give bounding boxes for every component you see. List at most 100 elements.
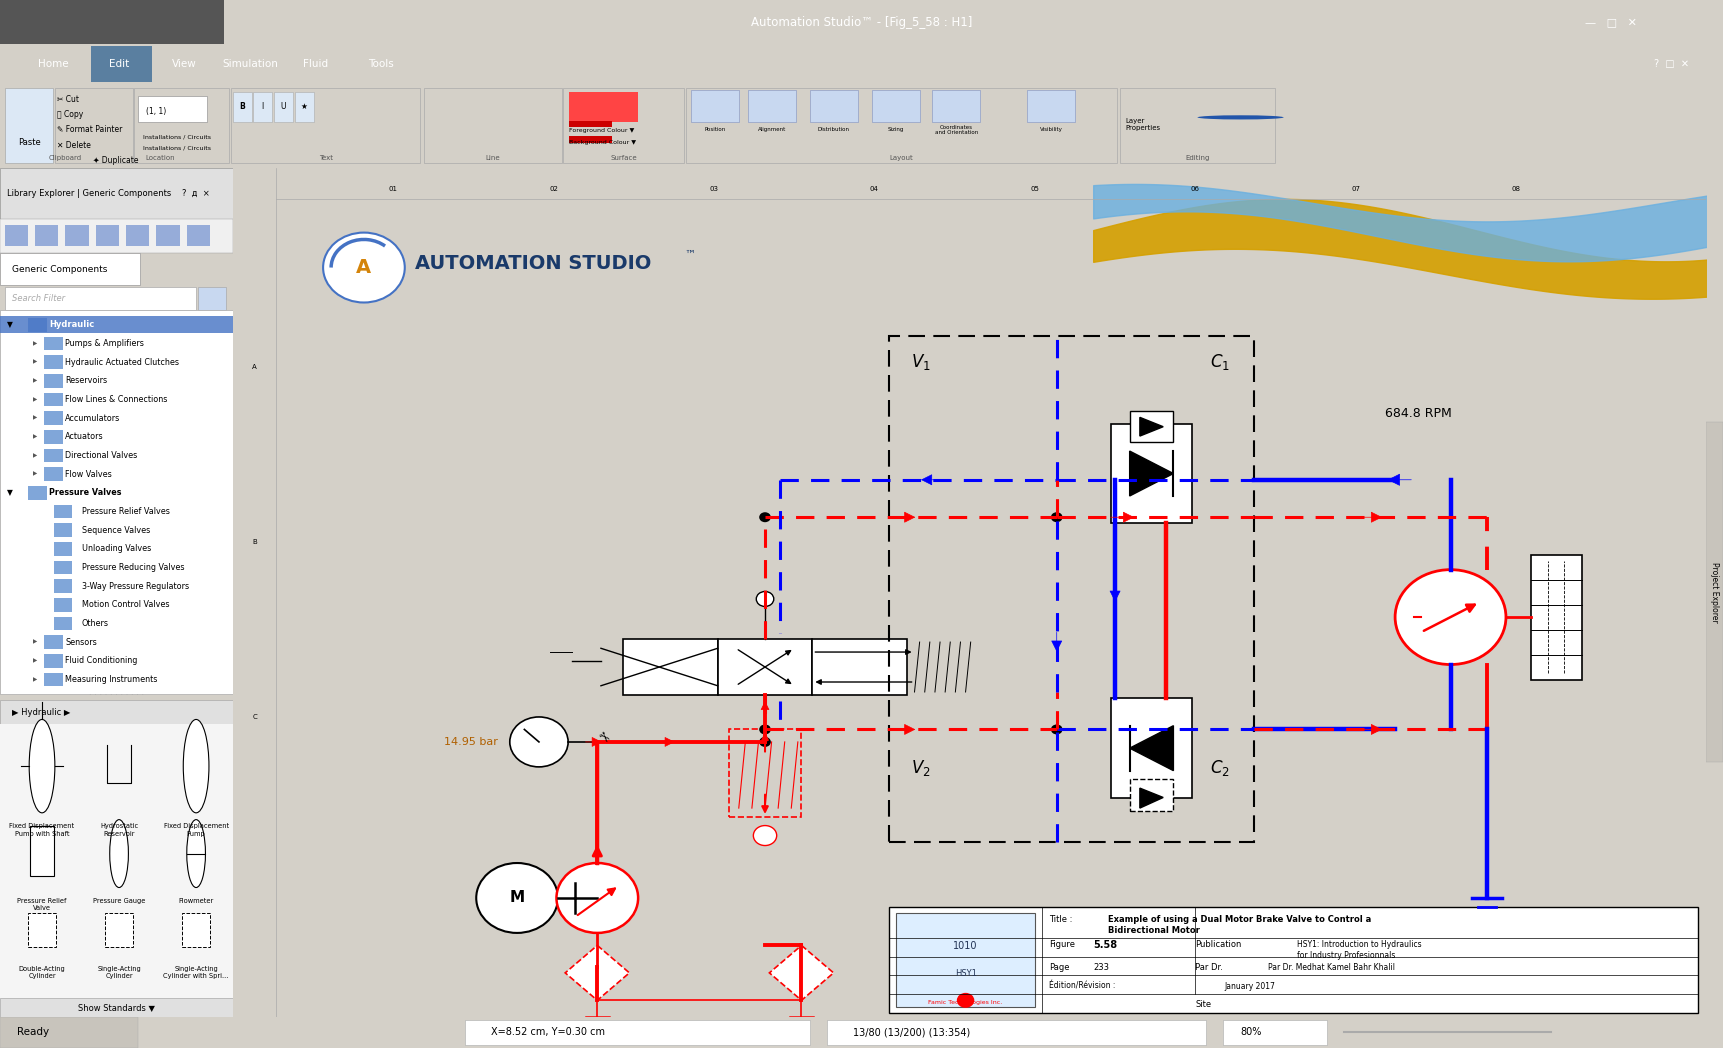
Bar	[896, 913, 1036, 1006]
Text: Alignment: Alignment	[758, 128, 786, 132]
Text: Example of using a Dual Motor Brake Valve to Control a
Bidirectional Motor: Example of using a Dual Motor Brake Valv…	[1108, 916, 1372, 935]
Text: Foreground Colour ▼: Foreground Colour ▼	[569, 129, 634, 133]
Text: HSY1: Introduction to Hydraulics
for Industry Profesionnals: HSY1: Introduction to Hydraulics for Ind…	[1297, 940, 1421, 960]
Text: Generic Components: Generic Components	[12, 265, 107, 274]
Bar	[0, 1017, 138, 1048]
Text: Par Dr. Medhat Kamel Bahr Khalil: Par Dr. Medhat Kamel Bahr Khalil	[1268, 963, 1396, 971]
Text: Clipboard: Clipboard	[48, 155, 81, 161]
Text: Line: Line	[486, 155, 500, 161]
Text: ▼: ▼	[7, 488, 16, 498]
Polygon shape	[1130, 725, 1173, 770]
Bar	[1530, 554, 1582, 679]
Text: 80%: 80%	[1241, 1027, 1261, 1038]
Bar	[424, 88, 562, 163]
Text: 07: 07	[1351, 185, 1359, 192]
Bar	[563, 88, 684, 163]
Bar	[34, 225, 59, 246]
Text: ▶: ▶	[33, 639, 36, 645]
Bar	[1111, 698, 1192, 799]
Text: (1, 1): (1, 1)	[146, 107, 167, 116]
Text: ™: ™	[684, 250, 696, 260]
Bar	[1130, 411, 1173, 442]
Bar	[1027, 90, 1075, 122]
Bar	[729, 729, 801, 816]
Bar	[105, 913, 133, 947]
Text: Layer
Properties: Layer Properties	[1125, 118, 1160, 131]
Bar	[91, 46, 152, 82]
Bar	[233, 92, 252, 122]
Text: Automation Studio™ - [Fig_5_58 : H1]: Automation Studio™ - [Fig_5_58 : H1]	[751, 16, 972, 28]
Bar	[126, 225, 150, 246]
Bar	[45, 673, 64, 686]
Text: Fixed Displacement
Pump: Fixed Displacement Pump	[164, 823, 229, 836]
Text: Unloading Valves: Unloading Valves	[81, 544, 152, 553]
Circle shape	[324, 233, 405, 303]
Circle shape	[183, 719, 208, 813]
Text: Hydraulic Actuated Clutches: Hydraulic Actuated Clutches	[65, 357, 179, 367]
Text: Fluid Conditioning: Fluid Conditioning	[65, 656, 138, 665]
Text: Show Standards ▼: Show Standards ▼	[78, 1003, 155, 1011]
Polygon shape	[1141, 788, 1163, 808]
Text: Fixed Displacement
Pump with Shaft: Fixed Displacement Pump with Shaft	[9, 823, 74, 836]
Text: B: B	[252, 539, 257, 545]
Text: Others: Others	[81, 619, 109, 628]
Polygon shape	[770, 945, 834, 1001]
Bar	[569, 121, 612, 128]
Bar	[569, 136, 612, 143]
Text: 03: 03	[710, 185, 718, 192]
Text: 1010: 1010	[953, 941, 979, 951]
Text: Ready: Ready	[17, 1027, 50, 1038]
Bar	[45, 393, 64, 407]
Circle shape	[956, 992, 973, 1008]
Text: Pressure Valves: Pressure Valves	[48, 488, 122, 498]
Text: 3-Way Pressure Regulators: 3-Way Pressure Regulators	[81, 582, 190, 591]
Text: 06: 06	[1191, 185, 1199, 192]
Text: A: A	[357, 258, 372, 277]
Bar	[0, 724, 234, 1017]
Text: Installations / Circuits: Installations / Circuits	[143, 146, 210, 150]
Text: Distribution: Distribution	[818, 128, 849, 132]
Bar	[53, 561, 72, 574]
Text: ▶: ▶	[33, 453, 36, 458]
Polygon shape	[1141, 417, 1163, 436]
Text: Pressure Reducing Valves: Pressure Reducing Valves	[81, 563, 184, 572]
Bar	[45, 411, 64, 424]
Bar	[134, 88, 229, 163]
Text: Layout: Layout	[889, 155, 913, 161]
Text: Title :: Title :	[1049, 916, 1073, 924]
Bar	[231, 88, 420, 163]
Text: ▶ Hydraulic ▶: ▶ Hydraulic ▶	[12, 708, 71, 717]
Text: B: B	[239, 103, 245, 111]
Text: Tools: Tools	[369, 59, 393, 69]
Text: 14.95 bar: 14.95 bar	[445, 737, 498, 747]
Bar	[0, 700, 234, 724]
Text: A: A	[252, 365, 257, 370]
Text: Location: Location	[145, 155, 176, 161]
Bar	[53, 598, 72, 612]
Text: ▶: ▶	[33, 658, 36, 663]
Bar	[889, 336, 1254, 842]
Bar	[5, 88, 53, 163]
Text: ▶: ▶	[33, 434, 36, 439]
Bar	[253, 92, 272, 122]
Bar	[55, 88, 133, 163]
Text: Home: Home	[38, 59, 69, 69]
Bar	[0, 0, 224, 44]
Text: Famic Technologies Inc.: Famic Technologies Inc.	[929, 1000, 1003, 1005]
Bar	[45, 336, 64, 350]
Bar	[28, 913, 57, 947]
Circle shape	[1197, 115, 1284, 119]
Bar	[813, 639, 908, 695]
Bar	[53, 505, 72, 519]
Text: Flow Valves: Flow Valves	[65, 470, 112, 479]
Circle shape	[1396, 570, 1506, 664]
Circle shape	[29, 719, 55, 813]
Bar	[186, 225, 210, 246]
Text: ⎘ Copy: ⎘ Copy	[57, 110, 83, 119]
Bar	[96, 225, 119, 246]
Circle shape	[557, 863, 638, 933]
Text: Directional Valves: Directional Valves	[65, 451, 138, 460]
Bar	[183, 913, 210, 947]
Text: Project Explorer: Project Explorer	[1709, 562, 1720, 623]
Text: AUTOMATION STUDIO: AUTOMATION STUDIO	[415, 255, 651, 274]
